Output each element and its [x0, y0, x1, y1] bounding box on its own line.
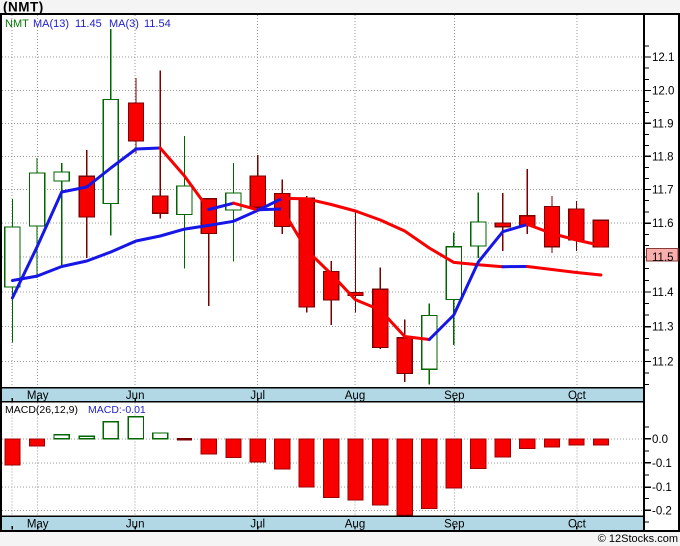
svg-text:May: May — [27, 390, 49, 402]
svg-text:12.0: 12.0 — [652, 85, 674, 97]
svg-text:NMT: NMT — [5, 18, 29, 30]
svg-text:11.4: 11.4 — [652, 287, 674, 299]
svg-text:Oct: Oct — [568, 390, 587, 402]
svg-text:Sep: Sep — [444, 390, 464, 402]
svg-text:MA(13): MA(13) — [33, 18, 69, 30]
svg-text:11.6: 11.6 — [652, 218, 674, 230]
svg-text:Oct: Oct — [568, 518, 587, 530]
svg-text:11.8: 11.8 — [652, 151, 674, 163]
svg-text:-0.1: -0.1 — [652, 458, 672, 470]
svg-text:MACD(26,12,9): MACD(26,12,9) — [5, 404, 78, 416]
svg-text:-0.2: -0.2 — [652, 505, 672, 517]
svg-text:May: May — [27, 518, 49, 530]
svg-text:12.1: 12.1 — [652, 52, 674, 64]
svg-text:0.0: 0.0 — [652, 434, 668, 446]
svg-text:Jul: Jul — [250, 390, 265, 402]
svg-text:Sep: Sep — [444, 518, 464, 530]
svg-text:Aug: Aug — [345, 390, 365, 402]
svg-text:11.5: 11.5 — [652, 252, 674, 264]
svg-text:-0.1: -0.1 — [652, 482, 672, 494]
svg-text:MA(3): MA(3) — [109, 18, 139, 30]
svg-text:11.45: 11.45 — [75, 18, 102, 30]
svg-text:11.54: 11.54 — [144, 18, 171, 30]
svg-text:11.7: 11.7 — [652, 185, 674, 197]
svg-text:11.2: 11.2 — [652, 357, 674, 369]
svg-text:Jul: Jul — [250, 518, 265, 530]
svg-text:Aug: Aug — [345, 518, 365, 530]
svg-text:11.9: 11.9 — [652, 118, 674, 130]
svg-text:(NMT): (NMT) — [3, 0, 44, 15]
svg-text:Jun: Jun — [126, 390, 145, 402]
svg-text:Jun: Jun — [126, 518, 145, 530]
svg-text:11.3: 11.3 — [652, 322, 674, 334]
svg-text:MACD:-0.01: MACD:-0.01 — [88, 404, 146, 416]
svg-text:© 12Stocks.com: © 12Stocks.com — [598, 533, 678, 545]
